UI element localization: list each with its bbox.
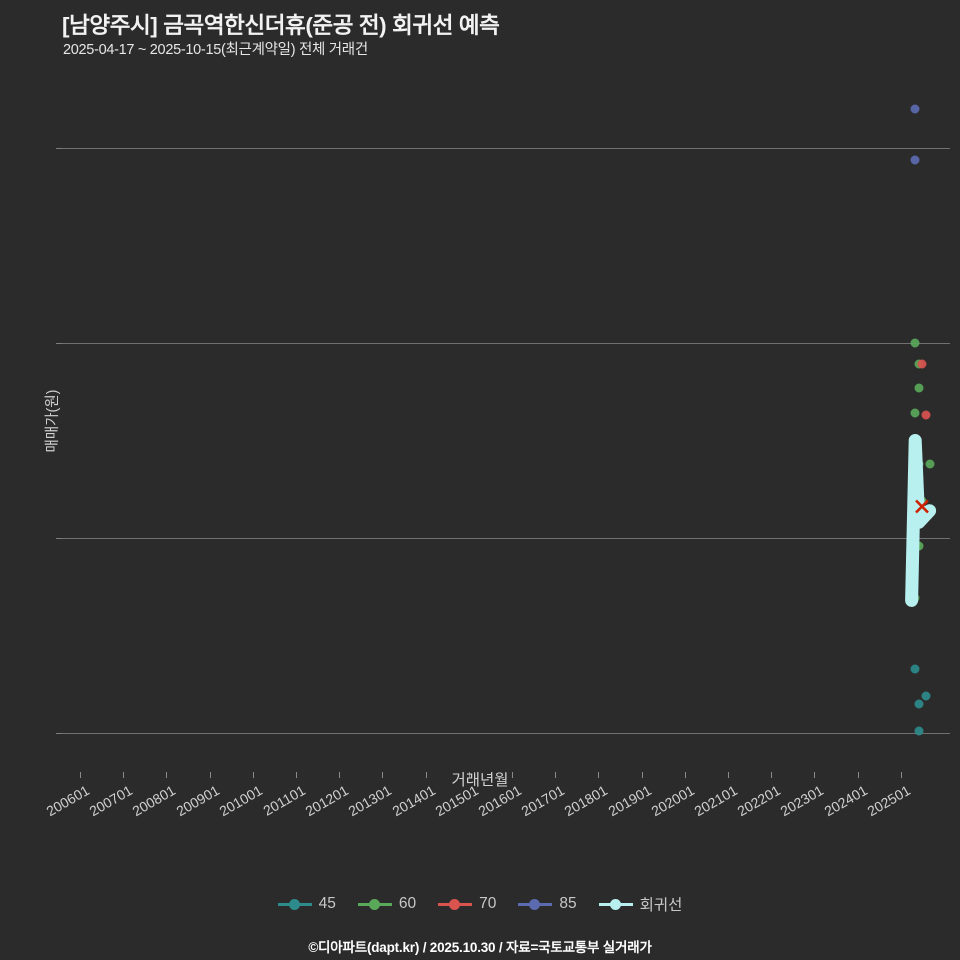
scatter-point-60 [925, 459, 935, 469]
scatter-point-45 [914, 699, 924, 709]
regression-line [905, 434, 937, 607]
scatter-point-70 [917, 359, 927, 369]
gridline [62, 538, 950, 539]
page-title: [남양주시] 금곡역한신더휴(준공 전) 회귀선 예측 [62, 13, 500, 38]
x-tick-mark [80, 772, 81, 778]
legend-label: 70 [479, 895, 497, 912]
x-tick-mark [641, 772, 643, 778]
chart-subtitle: 2025-04-17 ~ 2025-10-15(최근계약일) 전체 거래건 [63, 42, 368, 58]
gridline [62, 733, 950, 734]
prediction-x-marker [913, 497, 931, 520]
x-tick-mark [814, 772, 816, 778]
y-tick-mark [56, 343, 62, 344]
x-tick-mark [209, 772, 211, 778]
footer-credit: ©디아파트(dapt.kr) / 2025.10.30 / 자료=국토교통부 실… [308, 940, 652, 955]
x-axis-title: 거래년월 [451, 772, 509, 789]
y-tick-mark [56, 538, 62, 539]
x-tick-mark [555, 772, 557, 778]
plot-area: 6억5억4억3억 매매가(원) [45, 70, 950, 772]
legend-label: 45 [318, 895, 336, 912]
x-tick-mark [771, 772, 773, 778]
scatter-point-45 [921, 691, 931, 701]
scatter-point-60 [910, 593, 920, 603]
legend-label: 60 [398, 895, 417, 912]
x-tick-mark [468, 772, 470, 778]
gridline [62, 343, 950, 344]
legend-item-85[interactable]: 85 [518, 895, 577, 913]
legend-marker-icon [357, 897, 392, 911]
x-tick-mark [684, 772, 686, 778]
legend-item-60[interactable]: 60 [357, 895, 417, 913]
gridline [62, 148, 950, 149]
scatter-point-45 [914, 726, 924, 736]
scatter-point-85 [910, 104, 920, 114]
legend-label: 85 [559, 895, 577, 912]
legend-marker-icon [598, 897, 633, 911]
chart-legend: 45 60 70 85 회귀선 [0, 893, 960, 915]
x-tick-mark [425, 772, 427, 778]
scatter-point-60 [914, 541, 924, 551]
x-tick-mark [252, 772, 254, 778]
y-axis-title: 매매가(원) [45, 389, 62, 453]
scatter-point-70 [921, 410, 931, 420]
legend-item-45[interactable]: 45 [277, 895, 336, 913]
legend-marker-icon [277, 897, 312, 911]
y-tick-mark [56, 733, 62, 734]
x-tick-mark [598, 772, 600, 778]
legend-marker-icon [518, 897, 553, 911]
y-tick-mark [56, 148, 62, 149]
scatter-point-60 [914, 383, 924, 393]
x-tick-mark [512, 772, 513, 778]
legend-item-회귀선[interactable]: 회귀선 [598, 893, 683, 915]
scatter-point-60 [914, 459, 924, 469]
x-tick-mark [728, 772, 729, 778]
scatter-point-60 [910, 408, 920, 418]
x-tick-mark [123, 772, 125, 778]
x-axis: 200601 200701 200801 200901 201001 201101 2012… [44, 772, 950, 842]
scatter-point-60 [910, 338, 920, 348]
x-tick-mark [900, 772, 902, 778]
x-tick-mark [296, 772, 297, 778]
x-tick-mark [382, 772, 384, 778]
scatter-point-85 [910, 155, 920, 165]
x-tick-mark [166, 772, 168, 778]
legend-item-70[interactable]: 70 [438, 895, 496, 913]
x-tick-mark [339, 772, 341, 778]
legend-label: 회귀선 [639, 897, 683, 914]
x-tick-mark [857, 772, 859, 778]
scatter-point-45 [910, 664, 920, 674]
legend-marker-icon [438, 897, 473, 911]
